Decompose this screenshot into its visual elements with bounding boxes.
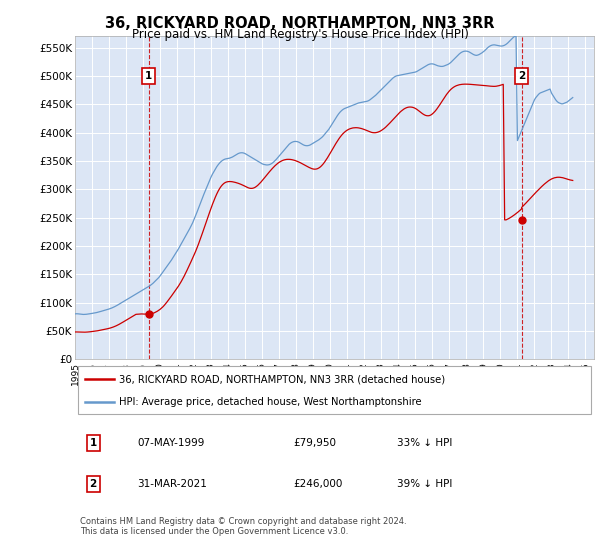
Text: 1: 1 xyxy=(89,438,97,447)
Text: 36, RICKYARD ROAD, NORTHAMPTON, NN3 3RR (detached house): 36, RICKYARD ROAD, NORTHAMPTON, NN3 3RR … xyxy=(119,374,445,384)
Text: 36, RICKYARD ROAD, NORTHAMPTON, NN3 3RR: 36, RICKYARD ROAD, NORTHAMPTON, NN3 3RR xyxy=(105,16,495,31)
Text: Contains HM Land Registry data © Crown copyright and database right 2024.
This d: Contains HM Land Registry data © Crown c… xyxy=(80,517,407,536)
Text: 2: 2 xyxy=(518,71,526,81)
Text: £246,000: £246,000 xyxy=(293,479,343,489)
Text: 39% ↓ HPI: 39% ↓ HPI xyxy=(397,479,452,489)
Text: 07-MAY-1999: 07-MAY-1999 xyxy=(137,438,205,447)
Text: HPI: Average price, detached house, West Northamptonshire: HPI: Average price, detached house, West… xyxy=(119,397,422,407)
Text: 33% ↓ HPI: 33% ↓ HPI xyxy=(397,438,452,447)
FancyBboxPatch shape xyxy=(77,366,592,414)
Text: Price paid vs. HM Land Registry's House Price Index (HPI): Price paid vs. HM Land Registry's House … xyxy=(131,28,469,41)
Text: 1: 1 xyxy=(145,71,152,81)
Text: £79,950: £79,950 xyxy=(293,438,336,447)
Text: 2: 2 xyxy=(89,479,97,489)
Text: 31-MAR-2021: 31-MAR-2021 xyxy=(137,479,207,489)
